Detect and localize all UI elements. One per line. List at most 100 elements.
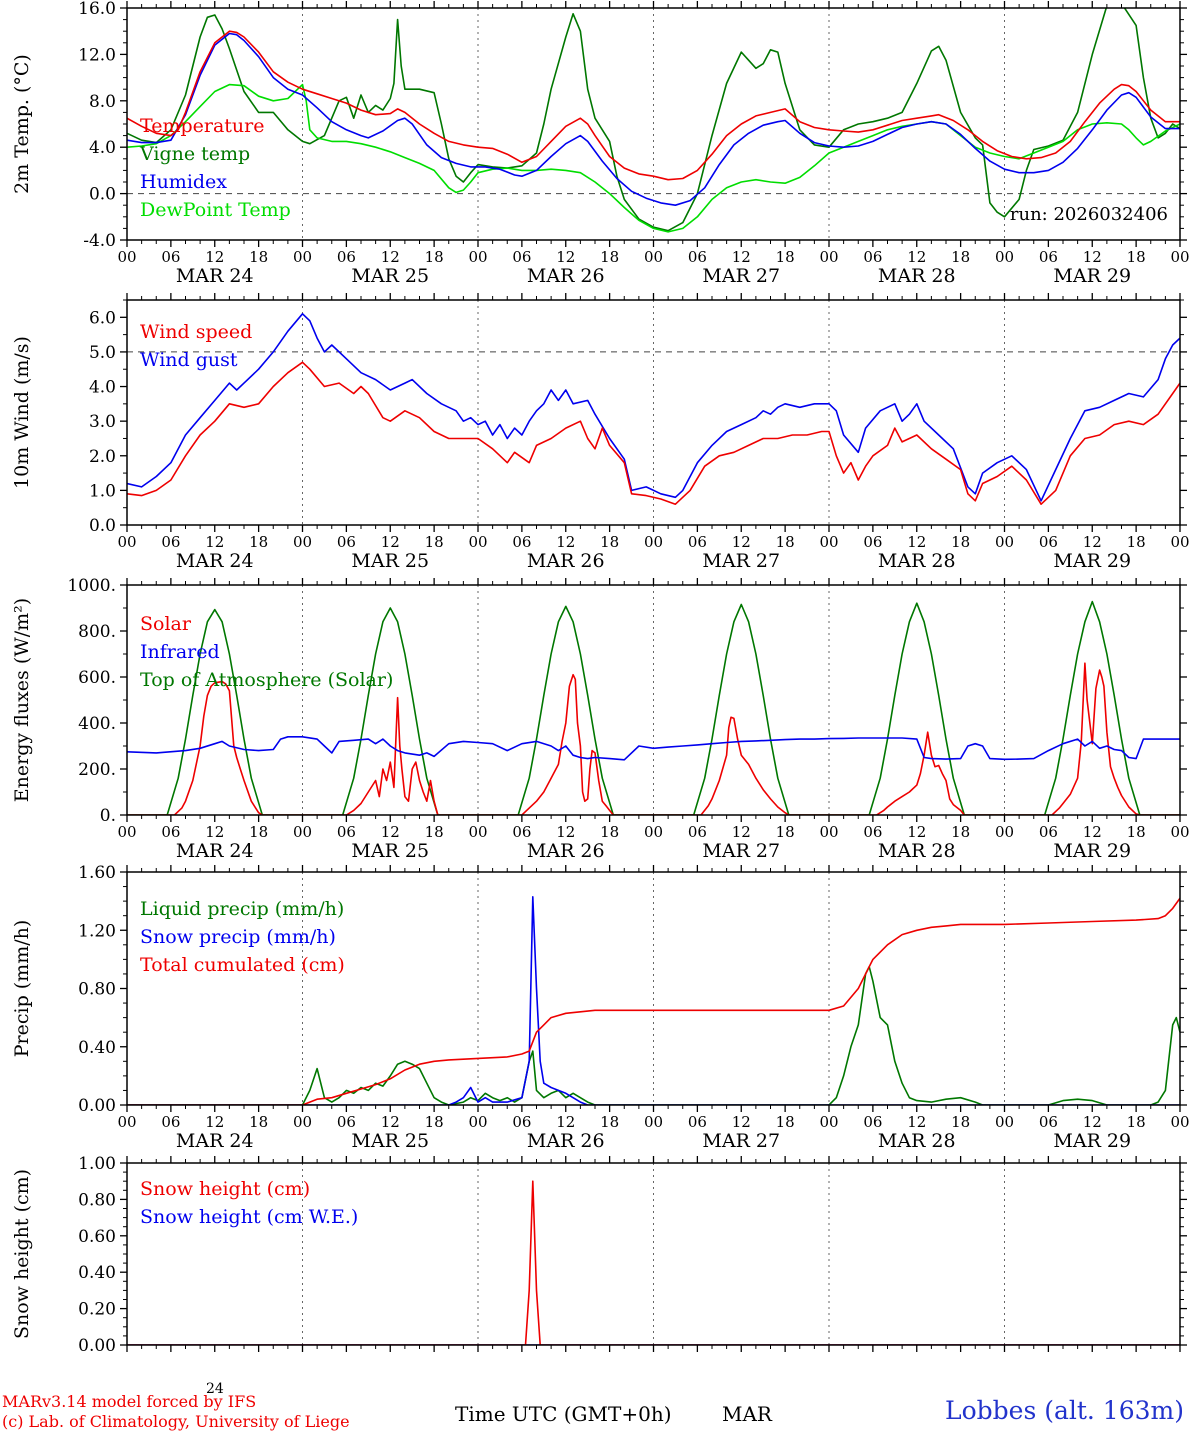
svg-text:MAR 24: MAR 24 bbox=[176, 550, 254, 572]
svg-text:12: 12 bbox=[556, 248, 575, 266]
svg-text:0.0: 0.0 bbox=[89, 516, 116, 536]
svg-text:18: 18 bbox=[249, 823, 268, 841]
svg-text:MAR 27: MAR 27 bbox=[702, 840, 780, 862]
svg-text:00: 00 bbox=[1170, 533, 1189, 551]
svg-text:Precip (mm/h): Precip (mm/h) bbox=[11, 920, 33, 1058]
svg-text:18: 18 bbox=[1127, 248, 1146, 266]
svg-text:18: 18 bbox=[425, 533, 444, 551]
svg-text:18: 18 bbox=[951, 1113, 970, 1131]
svg-text:MAR 28: MAR 28 bbox=[878, 1130, 956, 1152]
svg-text:Wind gust: Wind gust bbox=[140, 349, 238, 371]
meteogram-panels: 16.012.08.04.00.0-4.000 06 12 18 00 06 12 18 00 0… bbox=[11, 0, 1190, 1356]
footer: MARv3.14 model forced by IFS (c) Lab. of… bbox=[0, 1380, 1194, 1440]
svg-text:2.0: 2.0 bbox=[89, 447, 116, 467]
month-label: MAR bbox=[722, 1402, 772, 1426]
svg-text:12: 12 bbox=[556, 533, 575, 551]
svg-text:18: 18 bbox=[249, 1113, 268, 1131]
svg-text:06: 06 bbox=[337, 248, 356, 266]
svg-text:12: 12 bbox=[732, 823, 751, 841]
svg-text:06: 06 bbox=[337, 823, 356, 841]
svg-text:MAR 25: MAR 25 bbox=[351, 840, 429, 862]
svg-text:18: 18 bbox=[1127, 533, 1146, 551]
svg-text:4.0: 4.0 bbox=[89, 378, 116, 398]
svg-text:6.0: 6.0 bbox=[89, 308, 116, 328]
svg-text:18: 18 bbox=[776, 1113, 795, 1131]
svg-text:MAR 26: MAR 26 bbox=[527, 265, 605, 287]
svg-text:00: 00 bbox=[293, 823, 312, 841]
svg-text:00: 00 bbox=[819, 1113, 838, 1131]
svg-text:MAR 27: MAR 27 bbox=[702, 550, 780, 572]
svg-text:06: 06 bbox=[863, 248, 882, 266]
svg-text:0.60: 0.60 bbox=[78, 1227, 116, 1247]
svg-text:12: 12 bbox=[1083, 1113, 1102, 1131]
svg-text:06: 06 bbox=[688, 823, 707, 841]
svg-text:00: 00 bbox=[468, 1113, 487, 1131]
svg-text:0.00: 0.00 bbox=[78, 1336, 116, 1356]
svg-text:MAR 29: MAR 29 bbox=[1053, 550, 1131, 572]
svg-text:12: 12 bbox=[205, 823, 224, 841]
svg-text:Liquid precip (mm/h): Liquid precip (mm/h) bbox=[140, 898, 344, 920]
svg-text:00: 00 bbox=[293, 533, 312, 551]
svg-text:18: 18 bbox=[425, 248, 444, 266]
stray-day-number: 24 bbox=[206, 1381, 224, 1397]
svg-text:00: 00 bbox=[468, 533, 487, 551]
svg-text:12: 12 bbox=[732, 533, 751, 551]
svg-text:00: 00 bbox=[117, 1113, 136, 1131]
svg-text:18: 18 bbox=[776, 823, 795, 841]
svg-text:18: 18 bbox=[1127, 823, 1146, 841]
model-credit-line1: MARv3.14 model forced by IFS bbox=[2, 1392, 257, 1411]
svg-text:12: 12 bbox=[1083, 533, 1102, 551]
svg-text:18: 18 bbox=[951, 248, 970, 266]
svg-text:Temperature: Temperature bbox=[140, 115, 264, 137]
svg-text:12: 12 bbox=[381, 248, 400, 266]
svg-text:06: 06 bbox=[863, 533, 882, 551]
svg-text:Snow height (cm): Snow height (cm) bbox=[140, 1178, 310, 1200]
svg-text:16.0: 16.0 bbox=[78, 0, 116, 19]
svg-text:00: 00 bbox=[995, 823, 1014, 841]
svg-text:00: 00 bbox=[117, 533, 136, 551]
model-credit: MARv3.14 model forced by IFS (c) Lab. of… bbox=[2, 1392, 350, 1432]
svg-text:0.80: 0.80 bbox=[78, 1190, 116, 1210]
svg-text:0.: 0. bbox=[100, 806, 116, 826]
x-axis-title: Time UTC (GMT+0h) bbox=[455, 1402, 672, 1426]
svg-text:Solar: Solar bbox=[140, 613, 192, 635]
svg-text:12: 12 bbox=[556, 823, 575, 841]
svg-text:06: 06 bbox=[161, 823, 180, 841]
svg-text:Infrared: Infrared bbox=[140, 641, 220, 663]
svg-text:06: 06 bbox=[1039, 823, 1058, 841]
svg-text:1.00: 1.00 bbox=[78, 1154, 116, 1174]
svg-text:06: 06 bbox=[1039, 248, 1058, 266]
svg-text:18: 18 bbox=[951, 533, 970, 551]
svg-text:800.: 800. bbox=[78, 622, 116, 642]
svg-text:12: 12 bbox=[1083, 248, 1102, 266]
svg-text:3.0: 3.0 bbox=[89, 412, 116, 432]
svg-text:0.00: 0.00 bbox=[78, 1096, 116, 1116]
svg-text:12: 12 bbox=[1083, 823, 1102, 841]
svg-text:00: 00 bbox=[293, 1113, 312, 1131]
svg-text:MAR 29: MAR 29 bbox=[1053, 840, 1131, 862]
svg-text:MAR 25: MAR 25 bbox=[351, 1130, 429, 1152]
svg-text:18: 18 bbox=[425, 823, 444, 841]
svg-text:Snow height (cm W.E.): Snow height (cm W.E.) bbox=[140, 1206, 358, 1228]
svg-text:MAR 24: MAR 24 bbox=[176, 840, 254, 862]
svg-text:Energy fluxes (W/m²): Energy fluxes (W/m²) bbox=[11, 598, 33, 802]
svg-text:06: 06 bbox=[688, 248, 707, 266]
svg-text:06: 06 bbox=[512, 1113, 531, 1131]
svg-text:00: 00 bbox=[117, 248, 136, 266]
svg-text:Vigne temp: Vigne temp bbox=[139, 143, 250, 165]
svg-text:1.20: 1.20 bbox=[78, 921, 116, 941]
svg-text:06: 06 bbox=[1039, 533, 1058, 551]
svg-text:06: 06 bbox=[337, 1113, 356, 1131]
svg-text:Total cumulated (cm): Total cumulated (cm) bbox=[140, 954, 345, 976]
svg-text:0.40: 0.40 bbox=[78, 1263, 116, 1283]
svg-text:06: 06 bbox=[512, 248, 531, 266]
svg-text:12: 12 bbox=[907, 248, 926, 266]
svg-text:8.0: 8.0 bbox=[89, 92, 116, 112]
svg-text:00: 00 bbox=[819, 823, 838, 841]
svg-text:Humidex: Humidex bbox=[140, 171, 227, 193]
svg-text:00: 00 bbox=[995, 248, 1014, 266]
svg-text:5.0: 5.0 bbox=[89, 343, 116, 363]
svg-text:Snow height (cm): Snow height (cm) bbox=[11, 1169, 33, 1339]
svg-text:200.: 200. bbox=[78, 760, 116, 780]
svg-text:1.0: 1.0 bbox=[89, 481, 116, 501]
